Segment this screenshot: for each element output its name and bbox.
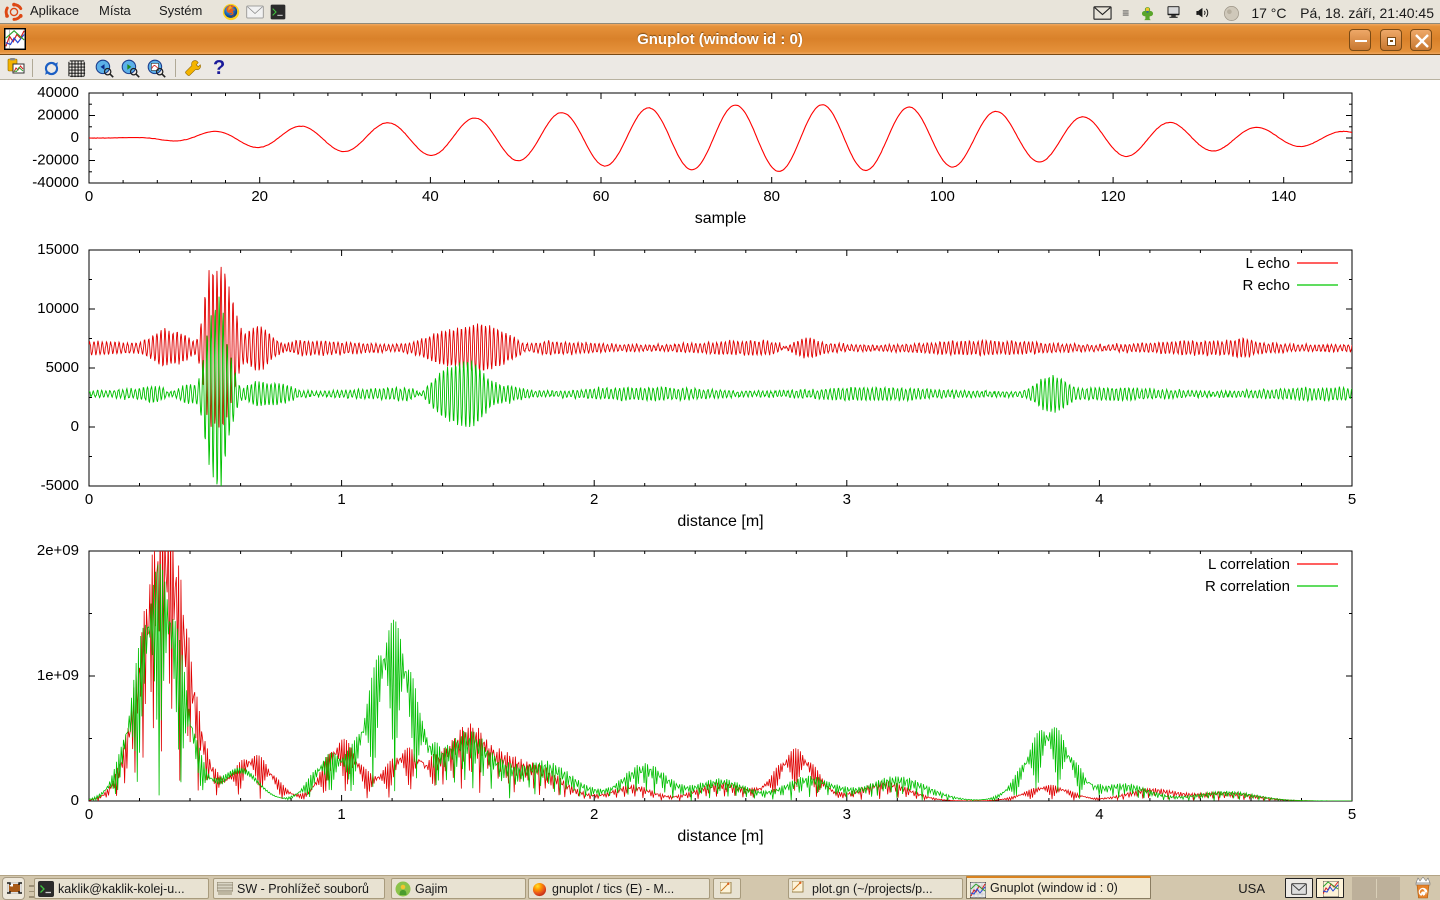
svg-text:2: 2	[590, 806, 598, 823]
svg-text:0: 0	[71, 418, 79, 435]
svg-text:4: 4	[1095, 806, 1103, 823]
svg-text:0: 0	[85, 806, 93, 823]
svg-text:1: 1	[337, 491, 345, 508]
svg-text:R echo: R echo	[1242, 277, 1290, 294]
svg-text:4: 4	[1095, 491, 1103, 508]
svg-text:0: 0	[85, 491, 93, 508]
svg-text:1: 1	[337, 806, 345, 823]
svg-text:10000: 10000	[37, 300, 79, 317]
svg-text:L echo: L echo	[1246, 255, 1290, 272]
svg-text:3: 3	[843, 491, 851, 508]
svg-text:5000: 5000	[46, 359, 79, 376]
svg-text:5: 5	[1348, 491, 1356, 508]
svg-text:-20000: -20000	[32, 152, 79, 169]
svg-text:100: 100	[930, 188, 955, 205]
svg-text:1e+09: 1e+09	[37, 667, 79, 684]
svg-text:R correlation: R correlation	[1205, 578, 1290, 595]
svg-text:20000: 20000	[37, 107, 79, 124]
svg-text:40: 40	[422, 188, 439, 205]
svg-text:0: 0	[71, 129, 79, 146]
svg-text:2e+09: 2e+09	[37, 542, 79, 559]
svg-text:distance [m]: distance [m]	[677, 513, 763, 530]
svg-text:40000: 40000	[37, 84, 79, 101]
svg-text:5: 5	[1348, 806, 1356, 823]
svg-text:0: 0	[85, 188, 93, 205]
svg-text:15000: 15000	[37, 241, 79, 258]
svg-text:distance [m]: distance [m]	[677, 828, 763, 845]
svg-text:140: 140	[1271, 188, 1296, 205]
svg-text:120: 120	[1101, 188, 1126, 205]
svg-text:-5000: -5000	[41, 477, 79, 494]
svg-text:60: 60	[593, 188, 610, 205]
svg-text:3: 3	[843, 806, 851, 823]
svg-text:2: 2	[590, 491, 598, 508]
svg-text:0: 0	[71, 792, 79, 809]
svg-text:sample: sample	[695, 210, 747, 227]
svg-text:L correlation: L correlation	[1208, 556, 1290, 573]
svg-text:-40000: -40000	[32, 174, 79, 191]
svg-text:20: 20	[251, 188, 268, 205]
svg-text:80: 80	[763, 188, 780, 205]
